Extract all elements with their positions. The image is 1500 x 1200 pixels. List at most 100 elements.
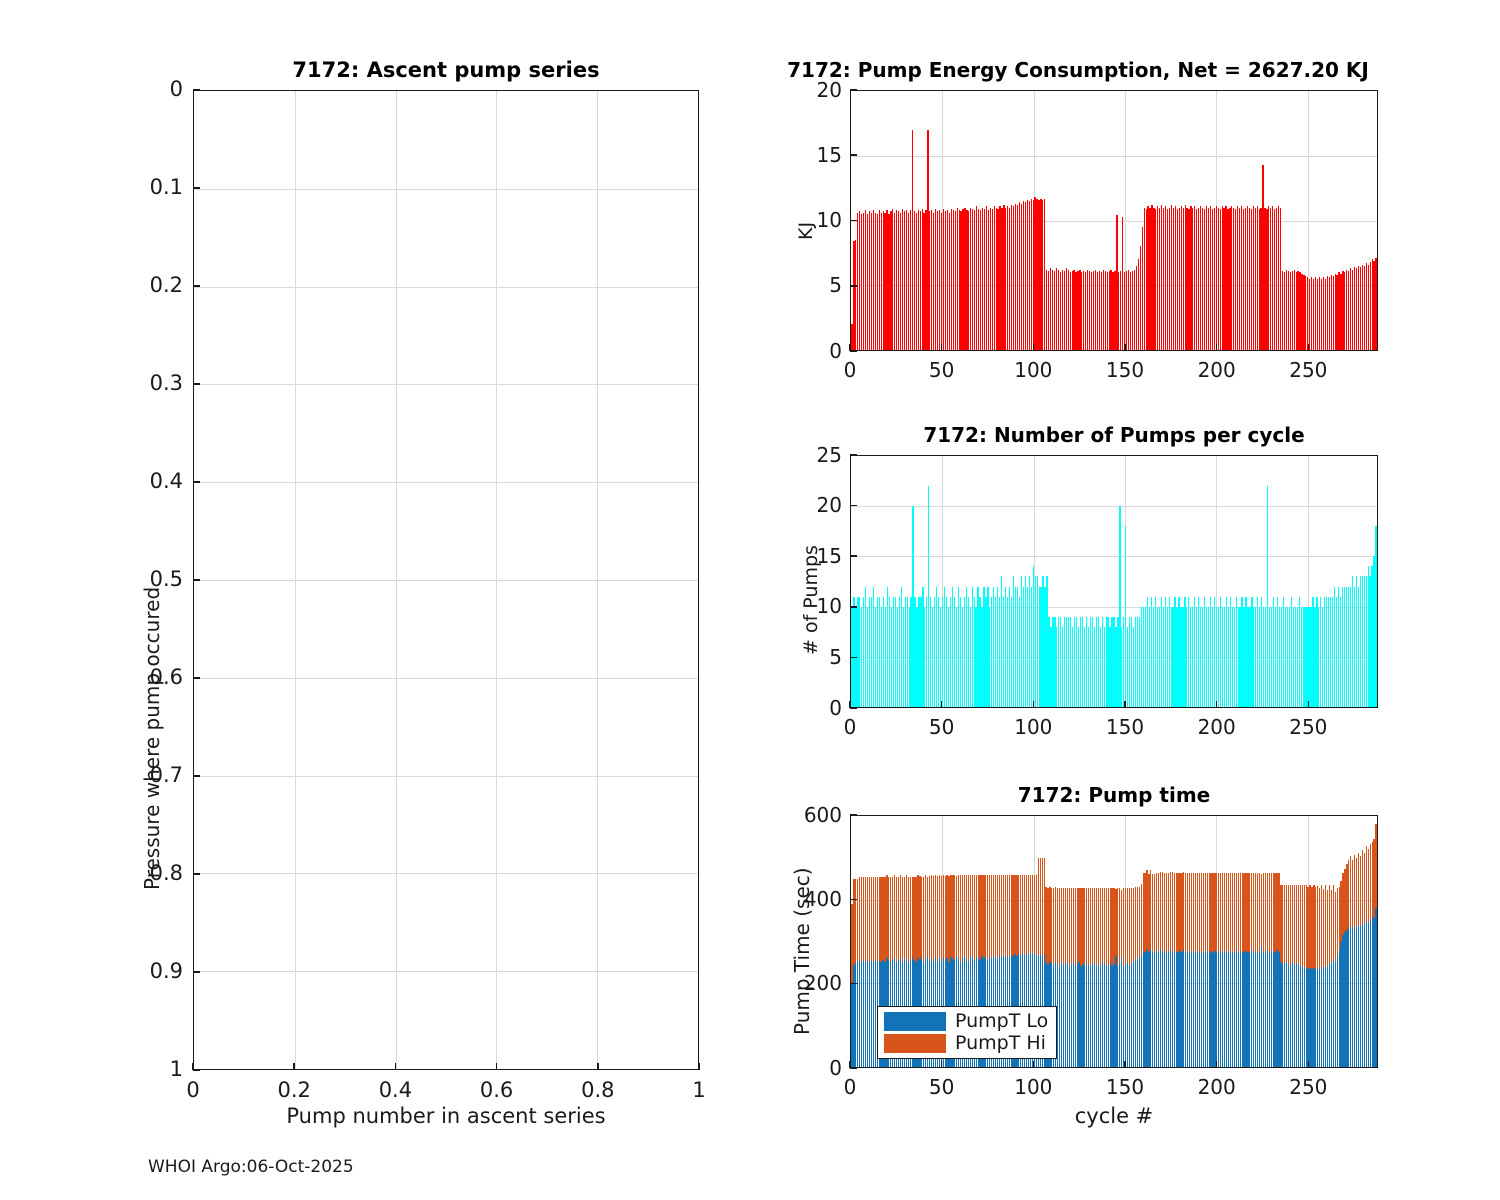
- bar-segment: [1216, 872, 1218, 952]
- x-tick-mark: [1215, 344, 1218, 351]
- bar: [925, 210, 927, 350]
- bar-segment: [1270, 950, 1272, 1067]
- bar-segment: [1262, 951, 1265, 1067]
- bar: [956, 207, 958, 350]
- legend-entry-pumpt-lo[interactable]: PumpT Lo: [884, 1012, 1048, 1031]
- bar: [914, 596, 916, 707]
- bar: [955, 606, 957, 707]
- grid-line-horizontal: [851, 606, 1377, 608]
- bar-segment: [1334, 892, 1336, 962]
- bar-segment: [1037, 857, 1039, 956]
- bar-segment: [1299, 885, 1301, 966]
- bar: [1115, 626, 1117, 707]
- legend-entry-pumpt-hi[interactable]: PumpT Hi: [884, 1034, 1048, 1053]
- bar-segment: [853, 964, 855, 1067]
- bar: [1064, 616, 1066, 707]
- bar-segment: [1348, 860, 1350, 929]
- legend-swatch-pumpt-lo: [884, 1012, 946, 1031]
- bar: [1223, 207, 1225, 350]
- bar: [1231, 606, 1233, 707]
- bar-segment: [1111, 887, 1113, 966]
- bar-segment: [1171, 872, 1173, 952]
- bar: [1237, 206, 1239, 350]
- bar-segment: [1354, 925, 1356, 1067]
- bar: [1172, 606, 1174, 707]
- bar: [1085, 272, 1087, 350]
- bar: [1211, 606, 1214, 707]
- bar-segment: [1059, 887, 1061, 967]
- bar-segment: [1142, 872, 1144, 951]
- bar: [960, 211, 962, 350]
- bar-segment: [1152, 951, 1154, 1067]
- bar: [1126, 271, 1128, 350]
- bar: [1146, 596, 1149, 707]
- bar: [1305, 276, 1307, 350]
- bar: [1263, 606, 1265, 707]
- grid-line-horizontal: [851, 155, 1377, 157]
- pumptime-legend[interactable]: PumpT Lo PumpT Hi: [877, 1006, 1058, 1059]
- bar-segment: [1146, 949, 1148, 1067]
- bar: [909, 210, 912, 350]
- bar: [1272, 596, 1275, 707]
- bar-segment: [1307, 969, 1309, 1067]
- bar-segment: [866, 876, 869, 961]
- bar: [1149, 207, 1151, 350]
- bar: [1038, 199, 1040, 350]
- bar-segment: [1293, 964, 1296, 1067]
- bar-segment: [917, 875, 919, 959]
- bar-segment: [1229, 872, 1232, 951]
- bar: [1235, 596, 1237, 707]
- bar: [1307, 277, 1309, 350]
- bar: [938, 596, 940, 707]
- bar: [1131, 271, 1134, 350]
- bar-segment: [1286, 963, 1288, 1067]
- bar-segment: [1371, 916, 1373, 1067]
- bar: [1213, 207, 1215, 350]
- bar: [911, 129, 913, 350]
- bar: [1005, 207, 1007, 350]
- bar: [1257, 596, 1259, 707]
- bar: [1367, 264, 1369, 350]
- bar: [931, 210, 933, 350]
- bar: [863, 212, 865, 350]
- bar: [1188, 208, 1190, 350]
- bar: [1241, 596, 1243, 707]
- bar-segment: [1175, 953, 1177, 1067]
- bar: [1014, 586, 1017, 707]
- bar-segment: [1053, 887, 1055, 965]
- bar: [1077, 271, 1079, 350]
- bar: [1144, 606, 1147, 707]
- bar-segment: [1115, 956, 1117, 1067]
- bar: [1239, 207, 1241, 350]
- ascent-ylabel: Pressure where pump occured: [140, 586, 164, 890]
- bar: [1140, 606, 1143, 707]
- bar: [1155, 208, 1157, 350]
- ascent-plot-area: [194, 91, 698, 1069]
- bar-segment: [1301, 966, 1303, 1067]
- bar-segment: [1158, 951, 1160, 1067]
- bar: [1120, 271, 1122, 350]
- bar: [1336, 274, 1338, 350]
- bar: [1065, 268, 1067, 350]
- bar: [1079, 616, 1082, 707]
- bar-segment: [1192, 872, 1195, 951]
- bar-segment: [1128, 965, 1131, 1067]
- bar: [1056, 626, 1058, 707]
- bar: [1293, 269, 1295, 350]
- bar-segment: [987, 875, 989, 961]
- bar-segment: [1313, 885, 1315, 969]
- bar: [898, 596, 900, 707]
- x-tick-mark: [1215, 1061, 1218, 1068]
- y-tick-label: 5: [829, 645, 842, 669]
- bar: [1359, 267, 1362, 350]
- bar-segment: [872, 962, 874, 1067]
- x-tick-mark: [1032, 1061, 1035, 1068]
- bar-segment: [1363, 924, 1365, 1067]
- bar: [983, 586, 985, 707]
- bar: [878, 596, 881, 707]
- bar: [1347, 586, 1350, 707]
- bar-segment: [1212, 951, 1214, 1067]
- bar: [1005, 586, 1007, 707]
- bar: [1083, 626, 1086, 707]
- bar: [964, 207, 966, 350]
